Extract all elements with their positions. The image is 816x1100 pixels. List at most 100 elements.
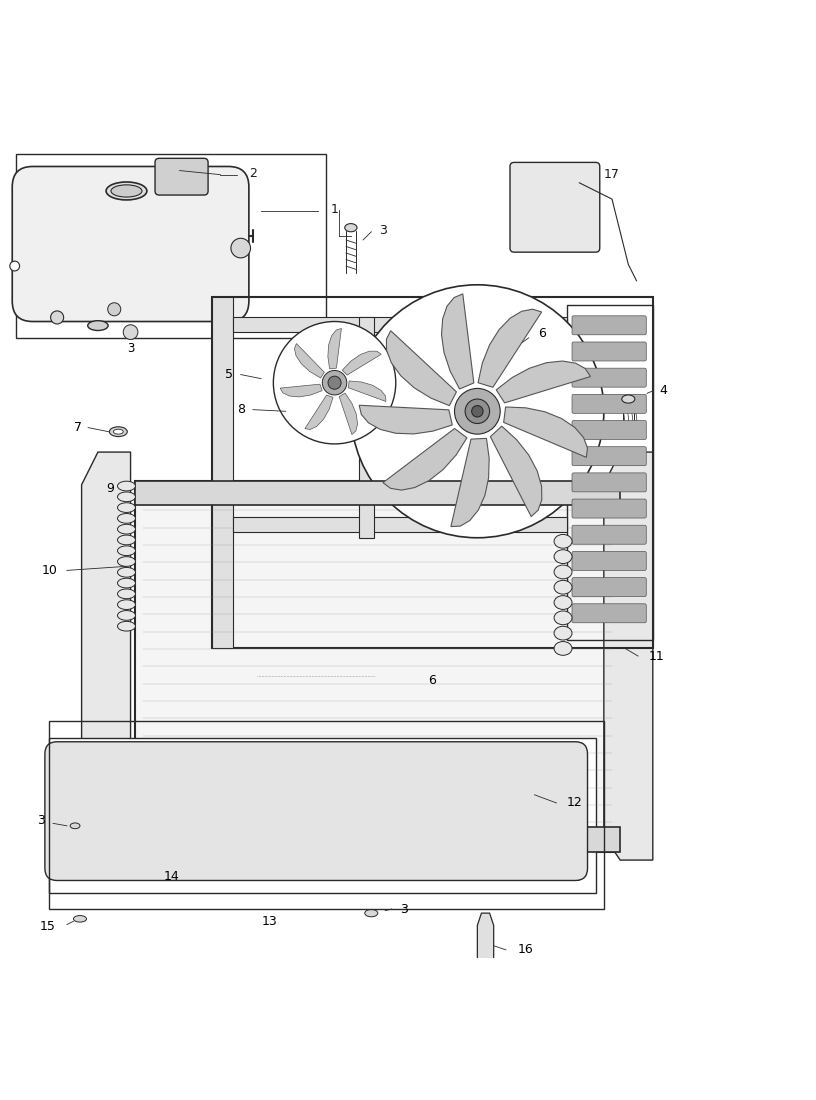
Text: 10: 10 [42,564,57,576]
Ellipse shape [111,185,142,197]
Bar [49,722,604,909]
Bar [49,738,596,893]
Polygon shape [478,309,542,387]
Text: scuderia: scuderia [282,549,534,601]
Bar [212,297,653,648]
Ellipse shape [554,595,572,609]
FancyBboxPatch shape [45,741,588,880]
Ellipse shape [118,525,135,533]
Circle shape [322,371,347,395]
Bar [16,154,326,338]
FancyBboxPatch shape [572,342,646,361]
Polygon shape [342,351,381,375]
Bar [212,297,233,648]
FancyBboxPatch shape [572,499,646,518]
Bar [233,318,567,332]
Bar [135,481,620,851]
Text: 1: 1 [330,204,339,217]
Ellipse shape [118,600,135,609]
FancyBboxPatch shape [572,525,646,544]
Text: 3: 3 [126,342,135,355]
Ellipse shape [365,910,378,916]
Bar [359,318,374,538]
Ellipse shape [109,427,127,437]
Polygon shape [348,381,386,402]
FancyBboxPatch shape [572,473,646,492]
Ellipse shape [118,568,135,578]
Circle shape [10,261,20,271]
Text: car  parts  shop: car parts shop [331,602,485,620]
Circle shape [273,321,396,444]
Polygon shape [339,393,357,434]
Text: 9: 9 [106,482,114,495]
Polygon shape [359,405,452,433]
Ellipse shape [73,915,86,922]
Polygon shape [65,750,579,880]
Ellipse shape [554,626,572,640]
Circle shape [465,399,490,424]
Text: 2: 2 [249,166,257,179]
Ellipse shape [118,546,135,556]
FancyBboxPatch shape [572,447,646,465]
FancyBboxPatch shape [155,158,208,195]
Polygon shape [305,395,333,429]
Polygon shape [477,913,494,975]
Ellipse shape [554,641,572,656]
Text: 12: 12 [567,796,583,810]
Ellipse shape [113,429,123,434]
Text: 8: 8 [237,403,245,416]
Ellipse shape [554,535,572,548]
Text: 13: 13 [261,915,277,927]
Text: 15: 15 [40,921,55,934]
Ellipse shape [118,503,135,513]
FancyBboxPatch shape [572,394,646,414]
Circle shape [108,302,121,316]
Ellipse shape [118,514,135,524]
Text: 3: 3 [379,223,388,236]
Ellipse shape [118,621,135,631]
Polygon shape [503,407,588,458]
Text: 11: 11 [649,650,664,662]
FancyBboxPatch shape [510,163,600,252]
Ellipse shape [118,535,135,544]
Bar [233,517,567,532]
Ellipse shape [118,588,135,598]
Circle shape [351,285,604,538]
Text: 6: 6 [428,674,437,688]
Ellipse shape [70,823,80,828]
Circle shape [123,324,138,340]
Polygon shape [328,329,341,368]
Text: 4: 4 [659,384,667,397]
Ellipse shape [554,565,572,579]
Polygon shape [490,426,542,517]
Ellipse shape [344,223,357,232]
FancyBboxPatch shape [572,578,646,596]
Circle shape [51,311,64,324]
Ellipse shape [118,579,135,587]
Text: 5: 5 [224,368,233,381]
Polygon shape [441,294,474,389]
Polygon shape [604,452,653,860]
FancyBboxPatch shape [572,368,646,387]
Circle shape [472,406,483,417]
Ellipse shape [554,610,572,625]
Text: 3: 3 [400,902,408,915]
Ellipse shape [106,182,147,200]
FancyBboxPatch shape [572,420,646,440]
Text: 17: 17 [604,168,619,182]
Text: 16: 16 [518,944,534,956]
Ellipse shape [88,321,108,330]
FancyBboxPatch shape [572,604,646,623]
Circle shape [455,388,500,434]
Text: 3: 3 [37,814,45,827]
Ellipse shape [118,610,135,620]
Polygon shape [387,331,456,406]
Polygon shape [451,438,489,527]
Polygon shape [383,429,467,491]
Ellipse shape [554,550,572,563]
FancyBboxPatch shape [12,166,249,321]
Ellipse shape [622,395,635,403]
Ellipse shape [118,481,135,491]
Bar [567,305,653,640]
Polygon shape [280,384,322,397]
